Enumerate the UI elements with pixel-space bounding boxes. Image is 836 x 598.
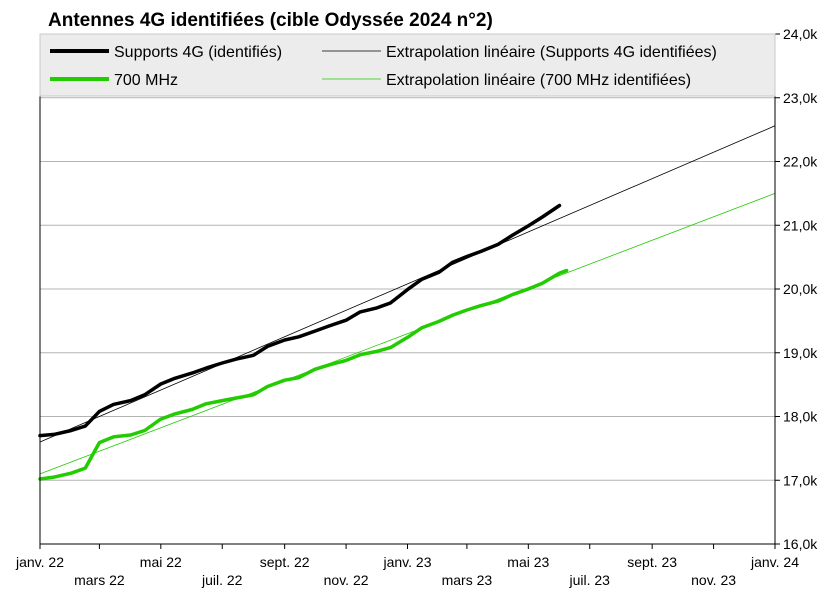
x-tick-label: mai 23	[507, 554, 549, 570]
y-tick-label: 22,0k	[783, 154, 818, 170]
legend-label-supports-4g: Supports 4G (identifiés)	[114, 44, 282, 61]
series-line-supports-4g	[38, 203, 562, 438]
x-tick-label: sept. 22	[260, 554, 310, 570]
series-line-extrap-700mhz	[39, 192, 776, 475]
series-line-700mhz	[38, 268, 569, 481]
y-tick-label: 18,0k	[783, 409, 818, 425]
extrapolation-lines	[39, 125, 776, 475]
y-axis-labels: 16,0k 17,0k 18,0k 19,0k 20,0k 21,0k 22,0k 23,0k…	[775, 26, 818, 552]
x-tick-label: nov. 23	[691, 572, 736, 588]
y-tick-label: 24,0k	[783, 26, 818, 42]
legend-label-extrap-700mhz: Extrapolation linéaire (700 MHz identifi…	[386, 72, 691, 89]
x-tick-label: janv. 22	[15, 554, 64, 570]
legend-label-extrap-4g: Extrapolation linéaire (Supports 4G iden…	[386, 44, 717, 61]
x-tick-label: mars 23	[442, 572, 493, 588]
x-tick-label: janv. 23	[383, 554, 432, 570]
legend: Supports 4G (identifiés) Extrapolation l…	[39, 33, 776, 97]
y-tick-label: 23,0k	[783, 90, 818, 106]
x-tick-label: nov. 22	[324, 572, 369, 588]
x-tick-label: sept. 23	[627, 554, 677, 570]
y-tick-label: 20,0k	[783, 281, 818, 297]
x-tick-label: juil. 23	[569, 572, 611, 588]
y-tick-label: 21,0k	[783, 217, 818, 233]
series-lines	[38, 203, 569, 481]
chart-title: Antennes 4G identifiées (cible Odyssée 2…	[48, 10, 493, 31]
legend-box	[39, 33, 776, 97]
y-tick-label: 16,0k	[783, 536, 818, 552]
legend-label-700mhz: 700 MHz	[114, 72, 178, 89]
y-tick-label: 17,0k	[783, 472, 818, 488]
y-tick-label: 19,0k	[783, 345, 818, 361]
x-tick-label: janv. 24	[750, 554, 799, 570]
x-axis-labels: janv. 22 mai 22 sept. 22 janv. 23 mai 23 sept…	[15, 544, 799, 588]
x-tick-label: mai 22	[140, 554, 182, 570]
x-tick-label: juil. 22	[201, 572, 243, 588]
x-tick-label: mars 22	[74, 572, 125, 588]
series-line-extrap-supports-4g	[39, 125, 776, 443]
